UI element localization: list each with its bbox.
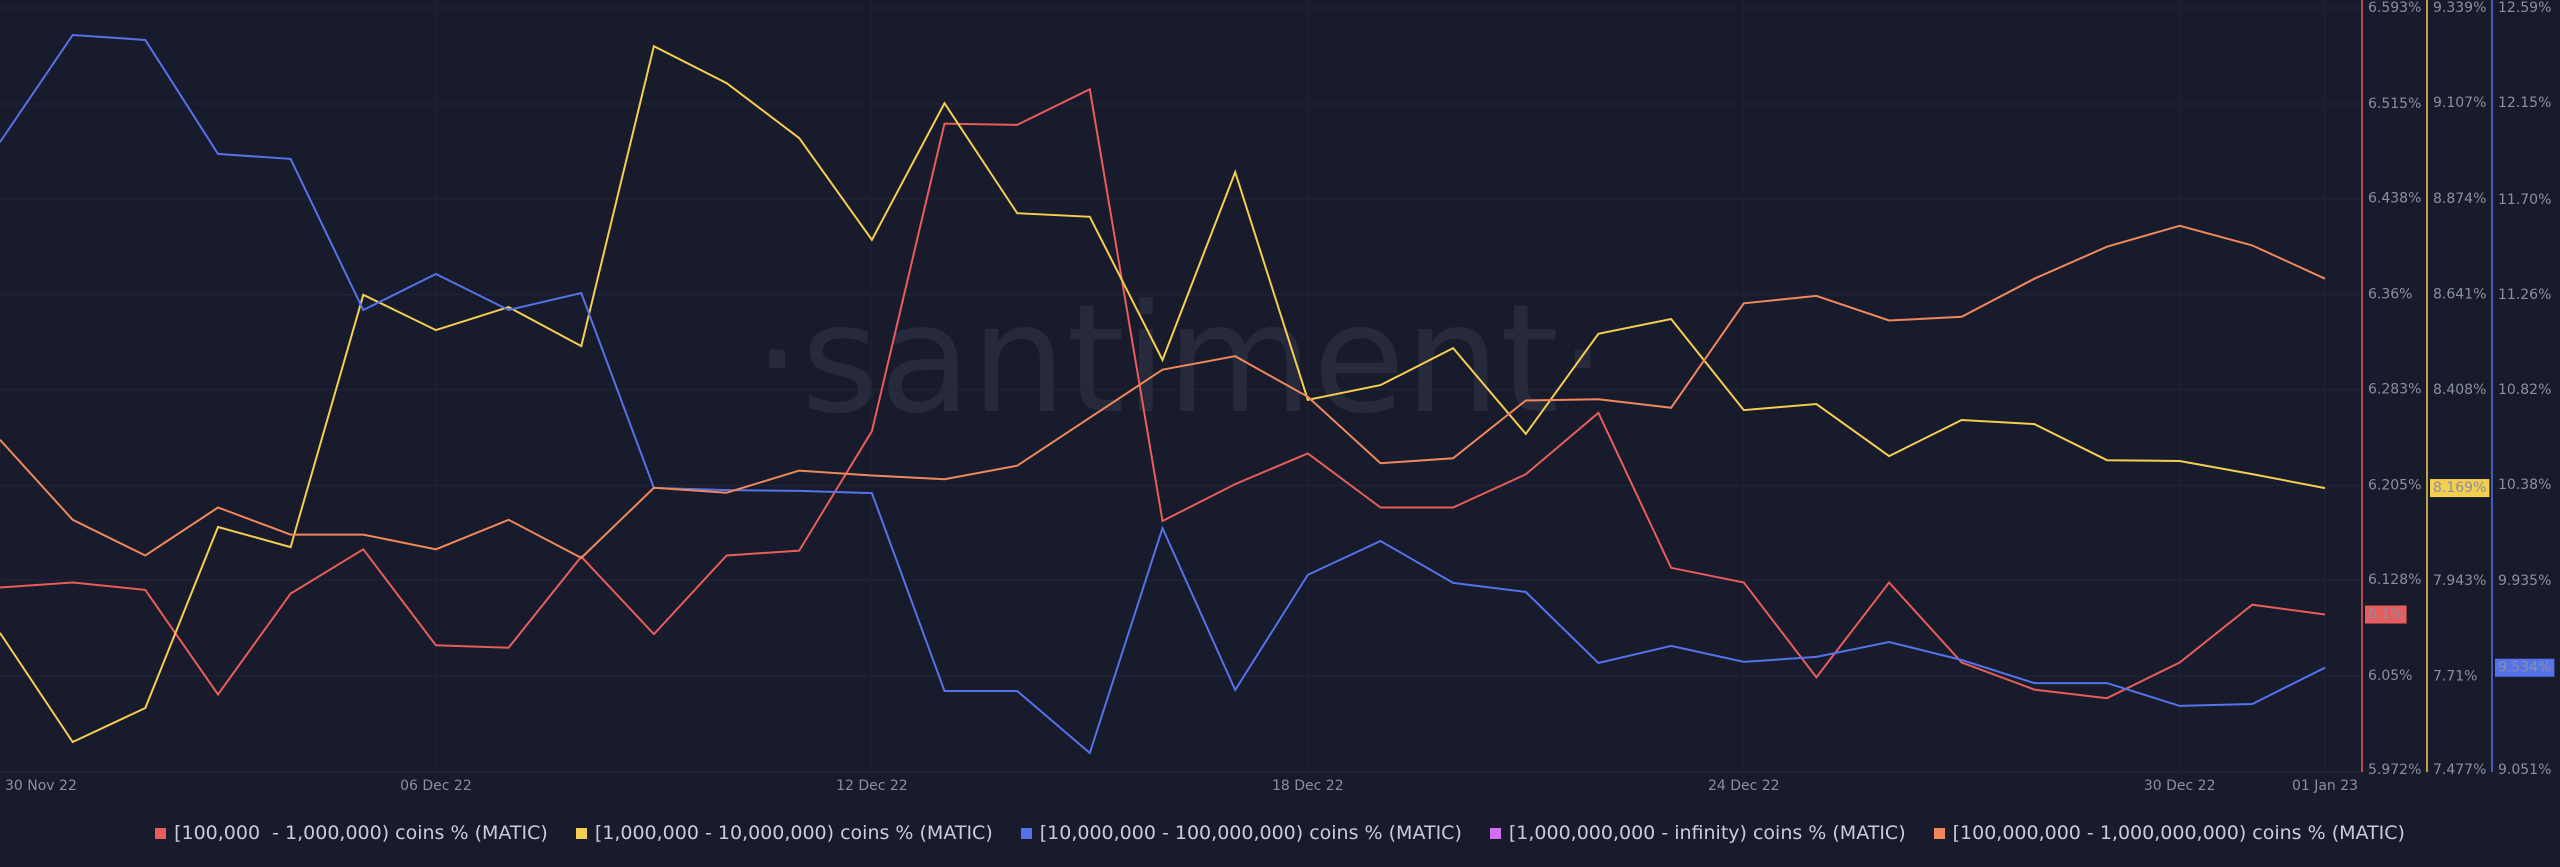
y-tick-label: 6.515% — [2368, 96, 2421, 112]
value-label: 8.169% — [2433, 480, 2486, 496]
y-tick-label: 7.943% — [2433, 573, 2486, 589]
y-tick-label: 9.107% — [2433, 95, 2486, 111]
legend-label: [1,000,000 - 10,000,000) coins % (MATIC) — [594, 822, 993, 844]
legend-swatch — [575, 827, 587, 839]
legend: [100,000 - 1,000,000) coins % (MATIC) [1,… — [0, 815, 2560, 851]
y-tick-label: 8.408% — [2433, 382, 2486, 398]
y-tick-label: 12.59% — [2498, 0, 2551, 16]
y-tick-label: 7.71% — [2433, 668, 2477, 684]
x-tick-label: 30 Nov 22 — [5, 778, 77, 794]
legend-label: [100,000,000 - 1,000,000,000) coins % (M… — [1952, 822, 2405, 844]
legend-label: [1,000,000,000 - infinity) coins % (MATI… — [1508, 822, 1906, 844]
series-line — [0, 87, 2326, 700]
y-tick-label: 11.26% — [2498, 287, 2551, 303]
x-tick-label: 01 Jan 23 — [2292, 778, 2358, 794]
x-tick-label: 30 Dec 22 — [2144, 778, 2216, 794]
y-tick-label: 8.874% — [2433, 191, 2486, 207]
y-tick-label: 12.15% — [2498, 95, 2551, 111]
y-tick-label: 6.593% — [2368, 0, 2421, 16]
y-tick-label: 9.051% — [2498, 762, 2551, 778]
y-tick-label: 11.70% — [2498, 192, 2551, 208]
series-line — [0, 33, 2326, 755]
series-line — [0, 44, 2326, 744]
y-tick-label: 9.935% — [2498, 573, 2551, 589]
y-tick-label: 7.477% — [2433, 762, 2486, 778]
legend-item[interactable]: [100,000 - 1,000,000) coins % (MATIC) — [155, 822, 548, 844]
y-tick-label: 10.82% — [2498, 382, 2551, 398]
series-line — [0, 224, 2326, 560]
y-tick-label: 9.339% — [2433, 0, 2486, 16]
y-tick-label: 5.972% — [2368, 762, 2421, 778]
legend-item[interactable]: [1,000,000,000 - infinity) coins % (MATI… — [1489, 822, 1906, 844]
x-tick-label: 24 Dec 22 — [1708, 778, 1780, 794]
legend-swatch — [1933, 827, 1945, 839]
legend-item[interactable]: [10,000,000 - 100,000,000) coins % (MATI… — [1020, 822, 1462, 844]
y-tick-label: 10.38% — [2498, 477, 2551, 493]
y-tick-label: 6.05% — [2368, 668, 2412, 684]
value-label: 6.1% — [2368, 607, 2404, 623]
y-tick-label: 6.438% — [2368, 191, 2421, 207]
legend-item[interactable]: [100,000,000 - 1,000,000,000) coins % (M… — [1933, 822, 2405, 844]
x-tick-label: 06 Dec 22 — [400, 778, 472, 794]
value-label: 9.534% — [2498, 660, 2551, 676]
value-label-bg — [2365, 605, 2407, 624]
x-tick-label: 12 Dec 22 — [836, 778, 908, 794]
x-tick-label: 18 Dec 22 — [1272, 778, 1344, 794]
value-label-bg — [2495, 658, 2555, 677]
legend-label: [100,000 - 1,000,000) coins % (MATIC) — [174, 822, 548, 844]
legend-swatch — [1020, 827, 1032, 839]
y-tick-label: 6.205% — [2368, 477, 2421, 493]
y-tick-label: 6.283% — [2368, 381, 2421, 397]
legend-label: [10,000,000 - 100,000,000) coins % (MATI… — [1039, 822, 1462, 844]
y-tick-label: 6.36% — [2368, 287, 2412, 303]
watermark: ·santiment· — [753, 273, 1606, 447]
legend-item[interactable]: [1,000,000 - 10,000,000) coins % (MATIC) — [575, 822, 993, 844]
legend-swatch — [155, 827, 167, 839]
value-label-bg — [2430, 479, 2490, 498]
y-tick-label: 8.641% — [2433, 286, 2486, 302]
y-tick-label: 6.128% — [2368, 572, 2421, 588]
legend-swatch — [1489, 827, 1501, 839]
